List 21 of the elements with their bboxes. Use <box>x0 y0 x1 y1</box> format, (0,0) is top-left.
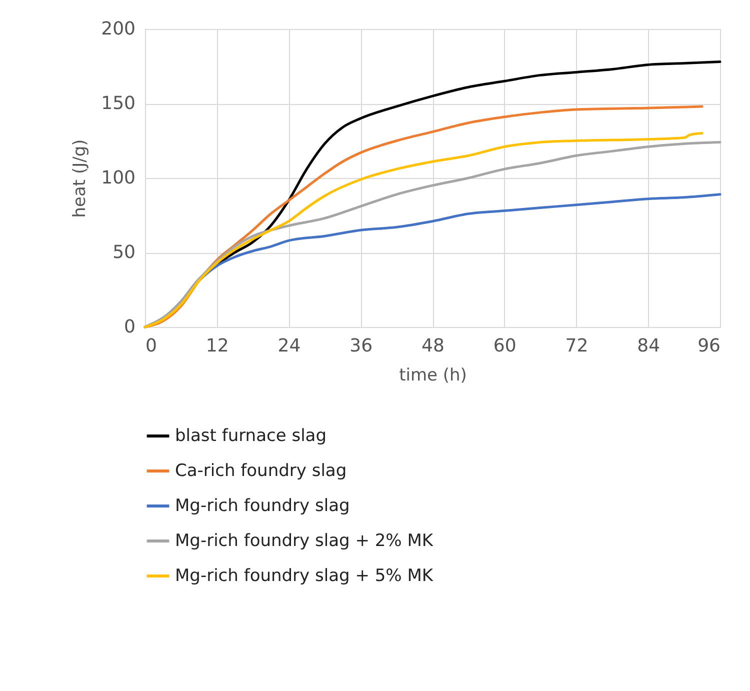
legend-label: blast furnace slag <box>175 426 326 446</box>
y-tick-label: 150 <box>101 93 136 114</box>
y-tick-label: 200 <box>101 18 136 40</box>
legend-label: Ca-rich foundry slag <box>175 461 347 481</box>
x-tick-label: 24 <box>278 336 301 356</box>
x-tick-label: 84 <box>637 336 660 356</box>
y-axis-title: heat (J/g) <box>70 139 90 218</box>
x-axis-title: time (h) <box>399 366 467 386</box>
x-tick-label: 12 <box>206 336 229 356</box>
x-tick-label: 0 <box>146 336 157 356</box>
x-tick-label: 48 <box>422 336 444 356</box>
x-tick-label: 60 <box>493 336 516 356</box>
x-tick-label: 36 <box>350 336 373 356</box>
y-tick-label: 100 <box>101 168 136 188</box>
legend-label: Mg-rich foundry slag <box>175 496 350 516</box>
y-tick-label: 0 <box>124 316 136 338</box>
legend-label: Mg-rich foundry slag + 2% MK <box>175 531 434 551</box>
x-tick-label: 72 <box>565 336 588 356</box>
legend-label: Mg-rich foundry slag + 5% MK <box>175 566 434 586</box>
x-tick-label: 96 <box>698 336 720 356</box>
y-tick-label: 50 <box>112 242 136 263</box>
